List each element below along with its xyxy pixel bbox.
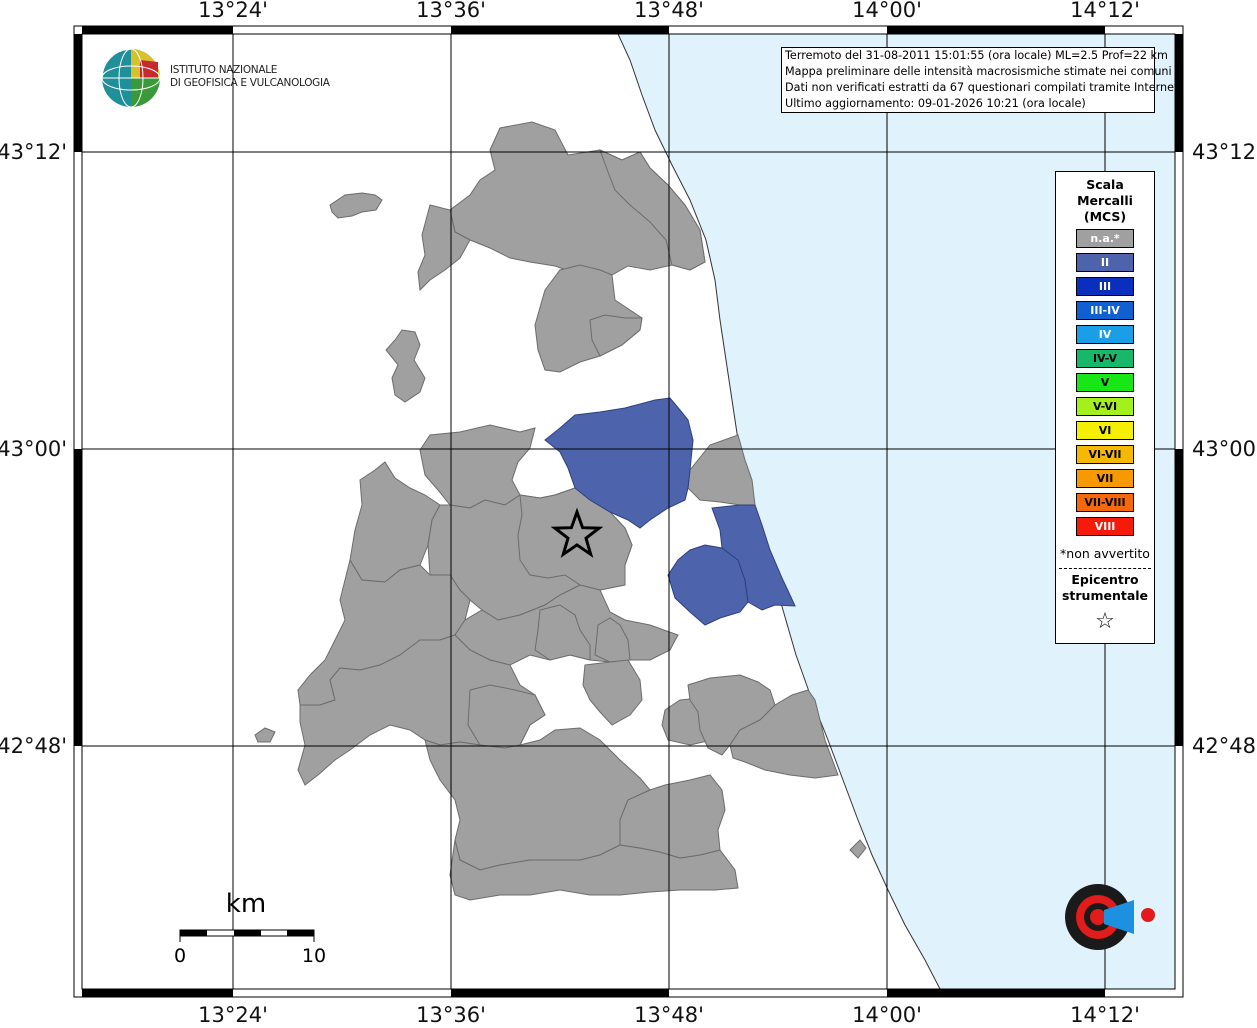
legend-title-line: Mercalli: [1077, 193, 1133, 208]
municipality: [729, 689, 839, 779]
municipalities-not-felt: [254, 121, 867, 901]
org-name-line1: ISTITUTO NAZIONALE: [170, 64, 278, 76]
haisentito-logo: [1065, 884, 1155, 950]
lon-label: 13°36': [416, 0, 486, 22]
legend-swatch: II: [1076, 253, 1134, 272]
epicenter-label-line: Epicentro: [1071, 572, 1139, 587]
lon-label: 13°48': [634, 0, 704, 22]
legend-title-line: Scala: [1086, 177, 1124, 192]
lat-label: 42°48': [1192, 734, 1257, 758]
municipality: [419, 424, 536, 509]
legend-swatch: VII-VIII: [1076, 493, 1134, 512]
lon-label: 13°36': [416, 1003, 486, 1024]
lon-label: 13°24': [198, 0, 268, 22]
legend-swatch: III: [1076, 277, 1134, 296]
watermark-text: www.haisentitoilterremoto.it: [1040, 870, 1041, 871]
municipality: [385, 329, 426, 403]
legend-swatch: VIII: [1076, 517, 1134, 536]
epicenter-legend-star-icon: ☆: [1095, 609, 1115, 634]
legend-swatch: IV: [1076, 325, 1134, 344]
lon-label: 13°24': [198, 1003, 268, 1024]
info-line: Terremoto del 31-08-2011 15:01:55 (ora l…: [785, 49, 1168, 62]
municipality: [544, 397, 694, 529]
mcs-legend: Scala Mercalli (MCS) n.a.* II III III-IV IV I…: [1055, 171, 1155, 644]
municipality: [619, 774, 726, 859]
scale-bar: km 0 10: [174, 889, 326, 967]
municipality: [582, 659, 643, 726]
municipality: [849, 839, 867, 859]
municipality: [254, 727, 276, 743]
lat-label: 43°12': [0, 140, 67, 164]
epicenter-label: Epicentro strumentale: [1056, 572, 1154, 604]
map-frame: [73, 25, 1184, 998]
epicenter-star-icon: [550, 507, 604, 558]
epicenter-label-line: strumentale: [1061, 588, 1149, 603]
info-line: Mappa preliminare delle intensità macros…: [785, 65, 1172, 78]
lon-label: 13°48': [634, 1003, 704, 1024]
lat-label: 43°12': [1192, 140, 1257, 164]
municipality: [534, 604, 591, 661]
legend-swatch: IV-V: [1076, 349, 1134, 368]
legend-swatch: VII: [1076, 469, 1134, 488]
lon-label: 14°12': [1070, 1003, 1140, 1024]
municipality: [711, 504, 796, 611]
latitude-labels-left: 43°12' 43°00' 42°48': [0, 140, 67, 758]
legend-title-line: (MCS): [1083, 209, 1127, 224]
lat-label: 42°48': [0, 734, 67, 758]
municipality: [589, 314, 643, 357]
legend-swatch: III-IV: [1076, 301, 1134, 320]
legend-divider: [1059, 568, 1151, 569]
event-info-box: Terremoto del 31-08-2011 15:01:55 (ora l…: [781, 47, 1182, 113]
municipality: [599, 149, 706, 271]
org-name: ISTITUTO NAZIONALE DI GEOFISICA E VULCAN…: [170, 64, 330, 89]
municipalities-intensity-ii: [544, 397, 796, 626]
scale-unit: km: [226, 889, 266, 919]
municipality: [594, 617, 631, 663]
longitude-labels-top: 13°24' 13°36' 13°48' 14°00' 14°12': [198, 0, 1140, 22]
legend-swatch: VI-VII: [1076, 445, 1134, 464]
not-felt-note: *non avvertito: [1060, 546, 1150, 561]
municipality: [467, 684, 546, 749]
lat-label: 43°00': [0, 437, 67, 461]
legend-swatch: V-VI: [1076, 397, 1134, 416]
info-line: Ultimo aggiornamento: 09-01-2026 10:21 (…: [785, 97, 1086, 110]
info-line: Dati non verificati estratti da 67 quest…: [785, 81, 1182, 94]
legend-title: Scala Mercalli (MCS): [1056, 177, 1154, 225]
lon-label: 14°00': [852, 0, 922, 22]
graticule: [82, 34, 1175, 989]
scale-start: 0: [174, 945, 186, 967]
municipality: [449, 839, 739, 901]
legend-swatch: n.a.*: [1076, 229, 1134, 248]
legend-swatch: VI: [1076, 421, 1134, 440]
org-name-line2: DI GEOFISICA E VULCANOLOGIA: [170, 76, 330, 89]
latitude-labels-right: 43°12' 43°00' 42°48': [1192, 140, 1257, 758]
longitude-labels-bottom: 13°24' 13°36' 13°48' 14°00' 14°12': [198, 1003, 1140, 1027]
legend-swatch: V: [1076, 373, 1134, 392]
municipality: [329, 192, 383, 219]
municipality: [417, 204, 471, 292]
scale-end: 10: [302, 945, 326, 967]
lon-label: 14°12': [1070, 0, 1140, 22]
ingv-logo-icon: [101, 48, 161, 108]
lat-label: 43°00': [1192, 437, 1257, 461]
lon-label: 14°00': [852, 1003, 922, 1024]
